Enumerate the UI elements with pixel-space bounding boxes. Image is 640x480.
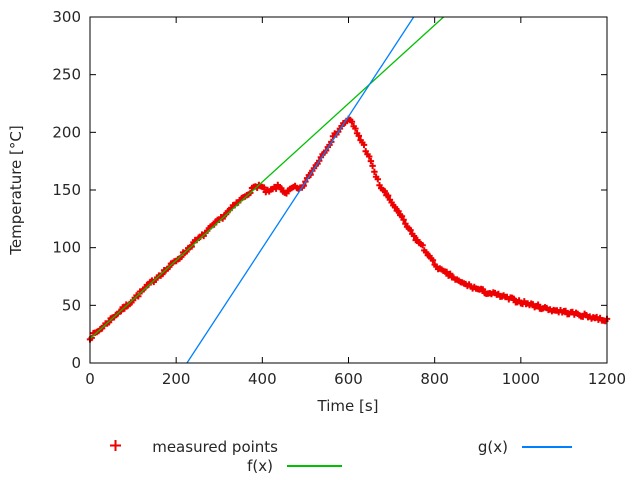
x-tick-label: 0 [85, 370, 95, 388]
y-tick-label: 300 [52, 8, 81, 26]
y-tick-label: 100 [52, 239, 81, 257]
gx-line [186, 16, 415, 364]
x-tick-label: 1000 [502, 370, 540, 388]
plot-border [89, 16, 608, 364]
x-tick-label: 400 [248, 370, 277, 388]
measured-points [86, 115, 611, 343]
y-tick-label: 200 [52, 123, 81, 141]
y-tick-label: 50 [62, 296, 81, 314]
fx-line [89, 16, 444, 340]
x-tick-label: 1200 [588, 370, 626, 388]
y-tick-label: 150 [52, 181, 81, 199]
x-tick-label: 800 [420, 370, 449, 388]
y-tick-label: 250 [52, 66, 81, 84]
y-axis-title: Temperature [°C] [7, 125, 25, 255]
x-tick-label: 600 [334, 370, 363, 388]
x-tick-label: 200 [162, 370, 191, 388]
y-tick-label: 0 [71, 354, 81, 372]
x-axis-title: Time [s] [317, 397, 379, 415]
